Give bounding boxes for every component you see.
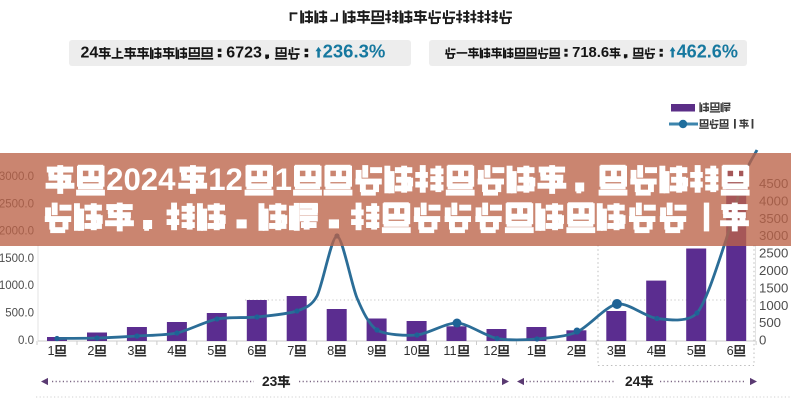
svg-text:7: 7 — [287, 344, 294, 358]
svg-text:462.6%: 462.6% — [677, 41, 738, 61]
svg-text:0.0: 0.0 — [18, 335, 34, 347]
svg-text:8: 8 — [327, 344, 334, 358]
svg-text:24: 24 — [625, 374, 641, 389]
svg-text:2024: 2024 — [106, 162, 176, 197]
svg-text:2: 2 — [87, 344, 94, 358]
svg-text:12: 12 — [483, 344, 497, 358]
svg-text:11: 11 — [443, 344, 456, 358]
svg-text:1000.0: 1000.0 — [0, 280, 34, 292]
svg-text:9: 9 — [367, 344, 374, 358]
svg-text:4: 4 — [167, 344, 174, 358]
svg-text:12: 12 — [208, 162, 243, 197]
svg-text:1000: 1000 — [759, 298, 788, 313]
svg-text:1500.0: 1500.0 — [0, 253, 34, 265]
svg-text:236.3%: 236.3% — [323, 41, 386, 62]
svg-text:500: 500 — [759, 315, 781, 330]
svg-text:2000: 2000 — [759, 263, 788, 278]
svg-text:3: 3 — [127, 344, 134, 358]
svg-text:24: 24 — [81, 45, 99, 62]
svg-text:5: 5 — [687, 344, 694, 358]
svg-text:10: 10 — [404, 344, 418, 358]
svg-text:6723: 6723 — [226, 45, 262, 62]
svg-text:23: 23 — [262, 374, 278, 389]
svg-text:1: 1 — [527, 344, 534, 358]
svg-text:0: 0 — [759, 333, 766, 348]
svg-text:5: 5 — [207, 344, 214, 358]
svg-text:500.0: 500.0 — [5, 308, 34, 320]
svg-text:2: 2 — [567, 344, 574, 358]
svg-text:1: 1 — [48, 344, 55, 358]
svg-text:6: 6 — [727, 344, 734, 358]
svg-text:718.6: 718.6 — [572, 45, 609, 61]
svg-text:1: 1 — [275, 162, 292, 197]
svg-text:2500: 2500 — [759, 246, 788, 261]
svg-text:3: 3 — [607, 344, 614, 358]
svg-text:6: 6 — [247, 344, 254, 358]
svg-text:4: 4 — [647, 344, 654, 358]
svg-text:1500: 1500 — [759, 280, 788, 295]
